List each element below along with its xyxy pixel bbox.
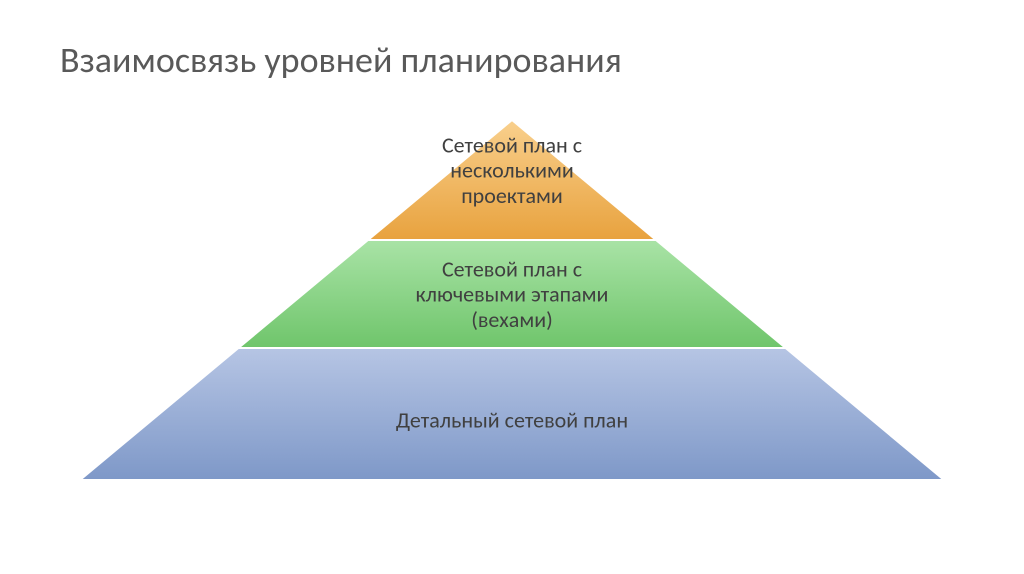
pyramid-diagram: Сетевой план снесколькимипроектамиСетево… — [0, 100, 1024, 540]
slide: Взаимосвязь уровней планирования Сетевой… — [0, 0, 1024, 574]
pyramid-label-0: Сетевой план снесколькимипроектами — [442, 131, 582, 209]
slide-title: Взаимосвязь уровней планирования — [60, 38, 622, 82]
pyramid-label-2: Детальный сетевой план — [396, 407, 628, 434]
pyramid-svg: Сетевой план снесколькимипроектамиСетево… — [0, 100, 1024, 520]
